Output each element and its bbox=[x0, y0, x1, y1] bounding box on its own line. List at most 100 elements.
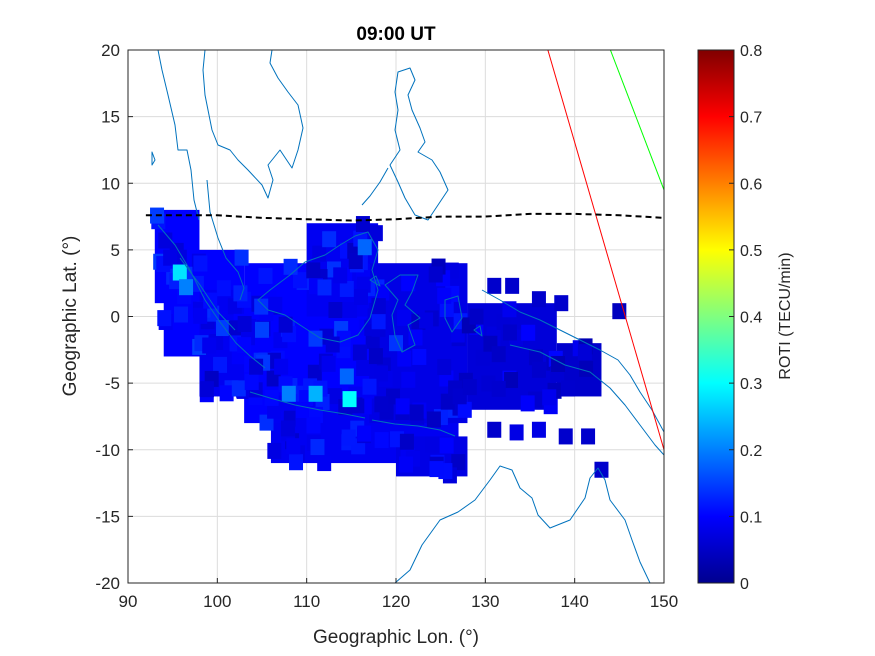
roti-cell bbox=[234, 249, 249, 266]
coastline-indochina bbox=[157, 50, 304, 221]
y-axis-ticks: 20 15 10 5 0 -5 -10 -15 -20 bbox=[95, 41, 133, 593]
roti-cell bbox=[219, 385, 234, 402]
green-line bbox=[609, 50, 664, 191]
roti-cell bbox=[374, 432, 389, 449]
roti-cell bbox=[306, 417, 321, 434]
roti-cell-highlight bbox=[514, 348, 529, 365]
coastline-palawan bbox=[361, 167, 389, 206]
roti-cell bbox=[373, 365, 388, 382]
x-tick-label: 120 bbox=[382, 592, 410, 611]
roti-cell bbox=[357, 425, 372, 442]
roti-cell bbox=[163, 249, 178, 266]
roti-cell bbox=[399, 433, 414, 450]
y-tick-label: 10 bbox=[101, 174, 120, 193]
roti-cell bbox=[306, 262, 321, 279]
roti-cell bbox=[325, 336, 340, 353]
roti-cell bbox=[317, 455, 332, 472]
roti-cell bbox=[258, 267, 273, 284]
roti-cell bbox=[355, 216, 370, 233]
roti-cell-highlight bbox=[342, 391, 357, 408]
y-axis-label: Geographic Lat. (°) bbox=[60, 236, 81, 397]
roti-cell-highlight bbox=[308, 385, 323, 402]
roti-cell-highlight bbox=[594, 461, 609, 478]
roti-cell bbox=[216, 280, 231, 297]
roti-cell bbox=[408, 329, 423, 346]
roti-cell bbox=[419, 312, 434, 329]
coastline-new-guinea bbox=[481, 289, 664, 456]
roti-cell bbox=[321, 355, 336, 372]
roti-cell bbox=[502, 324, 517, 341]
colorbar-tick-label: 0.8 bbox=[740, 43, 762, 60]
roti-cell bbox=[193, 255, 208, 272]
roti-cell bbox=[336, 330, 351, 347]
roti-cell bbox=[289, 454, 304, 471]
roti-cell-highlight bbox=[505, 277, 520, 294]
roti-cell bbox=[504, 371, 519, 388]
roti-cell bbox=[401, 275, 416, 292]
coastline-sulawesi bbox=[384, 274, 421, 353]
roti-cell bbox=[368, 348, 383, 365]
coastline-lesser-sunda bbox=[371, 419, 456, 437]
roti-cell bbox=[451, 454, 466, 471]
roti-cell-highlight bbox=[172, 264, 187, 281]
roti-cell bbox=[516, 374, 531, 391]
y-tick-label: 20 bbox=[101, 41, 120, 60]
colorbar-label: ROTI (TECU/min) bbox=[777, 252, 794, 379]
roti-cell bbox=[475, 349, 490, 366]
roti-cell bbox=[375, 284, 390, 301]
roti-cell bbox=[295, 402, 310, 419]
roti-cell bbox=[437, 287, 452, 304]
coastline-java bbox=[249, 391, 366, 419]
roti-cell bbox=[371, 298, 386, 315]
roti-cell-highlight bbox=[339, 368, 354, 385]
roti-cell bbox=[352, 344, 367, 361]
colorbar-tick-label: 0.5 bbox=[740, 243, 762, 260]
roti-cell bbox=[439, 301, 454, 318]
roti-cell bbox=[412, 348, 427, 365]
roti-cell bbox=[268, 296, 283, 313]
roti-cell-highlight bbox=[554, 295, 569, 312]
roti-cell bbox=[286, 438, 301, 455]
roti-cell bbox=[439, 437, 454, 454]
roti-cell bbox=[312, 245, 327, 262]
roti-cell bbox=[395, 398, 410, 415]
roti-cell bbox=[280, 420, 295, 437]
roti-cell bbox=[469, 308, 484, 325]
chart-title: 09:00 UT bbox=[356, 24, 436, 45]
roti-cell-highlight bbox=[255, 321, 269, 338]
colorbar-tick-label: 0 bbox=[740, 576, 749, 593]
roti-cell bbox=[254, 298, 269, 315]
roti-cell bbox=[356, 276, 371, 293]
roti-cell bbox=[264, 389, 279, 406]
roti-cell-highlight bbox=[509, 424, 524, 441]
x-tick-label: 140 bbox=[560, 592, 588, 611]
colorbar-tick-label: 0.2 bbox=[740, 443, 762, 460]
roti-cell bbox=[579, 360, 594, 377]
roti-cell bbox=[437, 358, 452, 375]
roti-cell bbox=[158, 232, 173, 249]
colorbar-ticks: 0.8 0.7 0.6 0.5 0.4 0.3 0.2 0.1 0 bbox=[729, 43, 762, 593]
roti-cell bbox=[440, 393, 455, 410]
roti-cell bbox=[426, 411, 441, 428]
roti-cell bbox=[397, 309, 412, 326]
roti-cell bbox=[354, 289, 369, 306]
coastlines bbox=[151, 50, 664, 583]
roti-cell bbox=[374, 396, 389, 413]
x-tick-label: 100 bbox=[203, 592, 231, 611]
x-tick-label: 130 bbox=[471, 592, 499, 611]
coastline-australia bbox=[394, 465, 651, 583]
roti-cell bbox=[213, 356, 228, 373]
coastline-borneo bbox=[257, 231, 379, 343]
coastline-malay-peninsula bbox=[206, 179, 245, 301]
roti-cell bbox=[307, 364, 322, 381]
roti-cell bbox=[193, 307, 208, 324]
roti-cell bbox=[356, 360, 371, 377]
roti-cell-highlight bbox=[558, 428, 573, 445]
roti-cell bbox=[341, 429, 356, 446]
y-tick-label: -5 bbox=[105, 374, 120, 393]
roti-cell bbox=[348, 253, 363, 270]
roti-cell bbox=[237, 316, 252, 333]
roti-cell-highlight bbox=[487, 421, 502, 438]
coastline-maluku bbox=[444, 295, 463, 333]
roti-cell bbox=[267, 442, 282, 459]
